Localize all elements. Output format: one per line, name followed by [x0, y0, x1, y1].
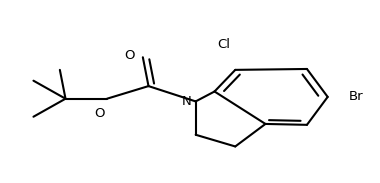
Text: O: O: [124, 49, 135, 62]
Text: Cl: Cl: [217, 38, 230, 51]
Text: O: O: [94, 107, 105, 120]
Text: Br: Br: [349, 90, 363, 103]
Text: N: N: [181, 95, 191, 108]
